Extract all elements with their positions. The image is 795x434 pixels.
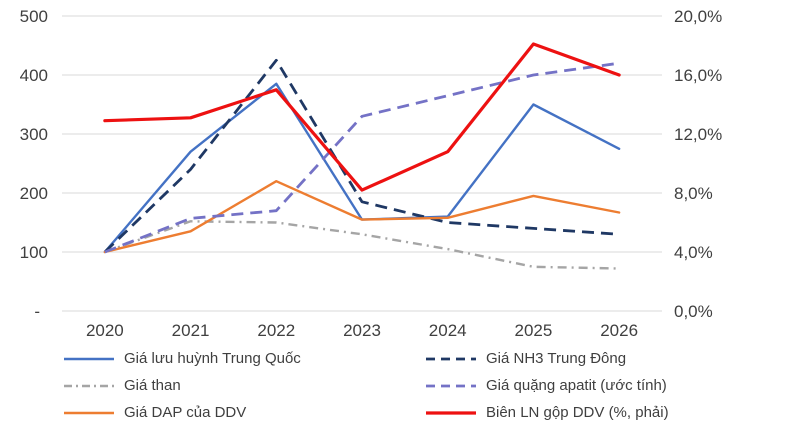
legend-item[interactable]: Biên LN gộp DDV (%, phải): [425, 405, 669, 421]
series-line[interactable]: [103, 58, 620, 254]
legend-label: Giá than: [124, 377, 181, 394]
x-axis-tick-label: 2025: [515, 321, 553, 340]
legend-item[interactable]: Giá DAP của DDV: [63, 405, 246, 421]
legend-label: Biên LN gộp DDV (%, phải): [486, 404, 669, 421]
legend-label: Giá NH3 Trung Đông: [486, 350, 627, 367]
legend-item[interactable]: Giá than: [63, 378, 181, 394]
series-line[interactable]: [104, 61, 620, 254]
legend-label: Giá DAP của DDV: [124, 404, 247, 421]
legend-item[interactable]: Giá quặng apatit (ước tính): [425, 378, 667, 394]
y-axis-right-tick-label: 4,0%: [674, 243, 713, 262]
y-axis-right-tick-label: 8,0%: [674, 184, 713, 203]
series-line[interactable]: [104, 220, 620, 270]
x-axis-tick-label: 2026: [600, 321, 638, 340]
legend-swatch-line: [64, 411, 114, 415]
y-axis-left-tick-label: -: [34, 302, 40, 321]
legend-label: Giá lưu huỳnh Trung Quốc: [124, 350, 301, 367]
legend-item[interactable]: Giá NH3 Trung Đông: [425, 351, 626, 367]
y-axis-right-tick-label: 16,0%: [674, 66, 722, 85]
x-axis-tick-label: 2022: [257, 321, 295, 340]
y-axis-right-tick-label: 20,0%: [674, 7, 722, 26]
series-line[interactable]: [103, 82, 621, 254]
legend-swatch-line: [426, 411, 476, 415]
x-axis-tick-label: 2024: [429, 321, 467, 340]
series-line[interactable]: [103, 179, 621, 254]
y-axis-left-tick-label: 200: [20, 184, 48, 203]
y-axis-right-tick-label: 0,0%: [674, 302, 713, 321]
legend-swatch-line: [64, 384, 114, 388]
y-axis-left-tick-label: 500: [20, 7, 48, 26]
series-line[interactable]: [103, 42, 621, 192]
legend-swatch-line: [426, 357, 476, 361]
legend-swatch-line: [426, 384, 476, 388]
y-axis-right-tick-label: 12,0%: [674, 125, 722, 144]
legend-label: Giá quặng apatit (ước tính): [486, 377, 667, 394]
y-axis-left-tick-label: 400: [20, 66, 48, 85]
y-axis-left-tick-label: 300: [20, 125, 48, 144]
legend-swatch-line: [64, 357, 114, 361]
x-axis-tick-label: 2023: [343, 321, 381, 340]
x-axis-tick-label: 2021: [172, 321, 210, 340]
y-axis-left-tick-label: 100: [20, 243, 48, 262]
legend-item[interactable]: Giá lưu huỳnh Trung Quốc: [63, 351, 301, 367]
x-axis-tick-label: 2020: [86, 321, 124, 340]
